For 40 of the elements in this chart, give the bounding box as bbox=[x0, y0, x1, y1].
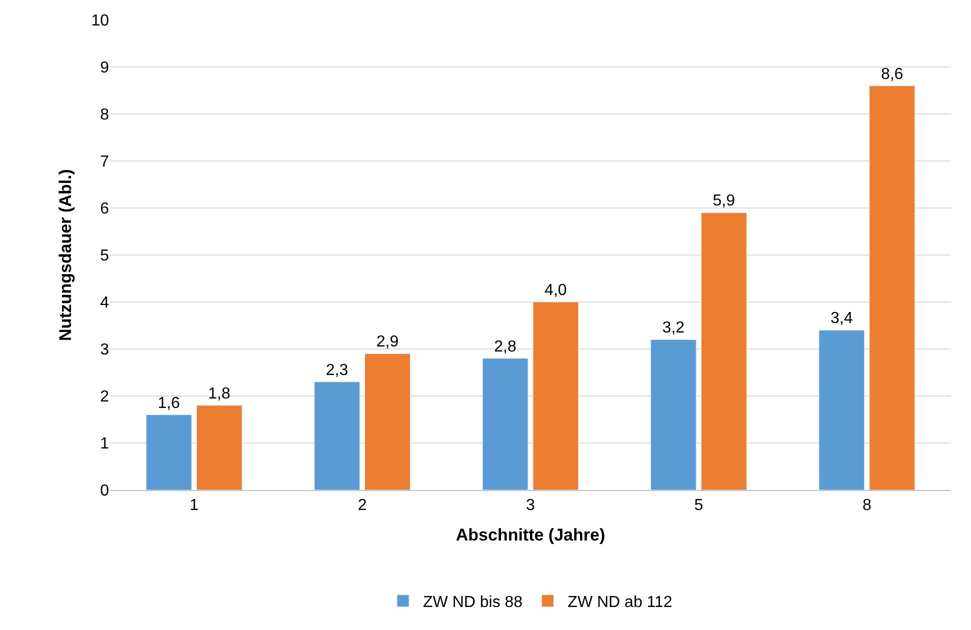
y-tick-label: 3 bbox=[100, 342, 110, 359]
bar bbox=[482, 358, 528, 490]
bar bbox=[532, 302, 579, 490]
y-tick-label: 8 bbox=[100, 106, 110, 124]
x-tick-label: 5 bbox=[694, 497, 704, 514]
data-label: 2,3 bbox=[326, 362, 348, 379]
y-tick-label: 6 bbox=[100, 200, 110, 218]
x-tick-label: 8 bbox=[862, 497, 872, 514]
bar bbox=[650, 339, 696, 490]
y-tick-label: 0 bbox=[100, 482, 110, 500]
y-tick-label: 10 bbox=[91, 12, 110, 30]
y-tick-label: 2 bbox=[100, 388, 110, 406]
legend-label: ZW ND bis 88 bbox=[423, 594, 523, 612]
legend-label: ZW ND ab 112 bbox=[568, 594, 672, 612]
x-tick-label: 2 bbox=[358, 497, 367, 514]
y-tick-label: 9 bbox=[100, 60, 110, 77]
y-tick-label: 1 bbox=[100, 436, 110, 453]
data-label: 1,8 bbox=[208, 385, 230, 402]
data-label: 8,6 bbox=[880, 66, 904, 83]
x-tick-label: 3 bbox=[526, 497, 536, 514]
y-tick-label: 7 bbox=[100, 154, 110, 171]
data-label: 2,9 bbox=[376, 334, 399, 351]
x-axis-title: Abschnitte (Jahre) bbox=[456, 526, 606, 545]
data-label: 3,2 bbox=[662, 320, 685, 337]
bar bbox=[146, 414, 192, 490]
y-axis-title: Nutzungsdauer (Abl.) bbox=[56, 169, 75, 341]
bar bbox=[869, 86, 916, 490]
bar bbox=[196, 405, 242, 490]
data-label: 4,0 bbox=[544, 282, 567, 299]
data-label: 1,6 bbox=[158, 394, 180, 412]
data-label: 5,9 bbox=[712, 192, 736, 210]
bar bbox=[314, 382, 360, 490]
x-tick-label: 1 bbox=[190, 497, 199, 514]
y-tick-label: 4 bbox=[100, 294, 110, 312]
bar bbox=[700, 212, 747, 490]
bar bbox=[818, 330, 865, 490]
bar bbox=[364, 353, 410, 490]
y-tick-label: 5 bbox=[100, 248, 110, 265]
data-label: 3,4 bbox=[830, 310, 853, 328]
data-label: 2,8 bbox=[494, 338, 516, 356]
